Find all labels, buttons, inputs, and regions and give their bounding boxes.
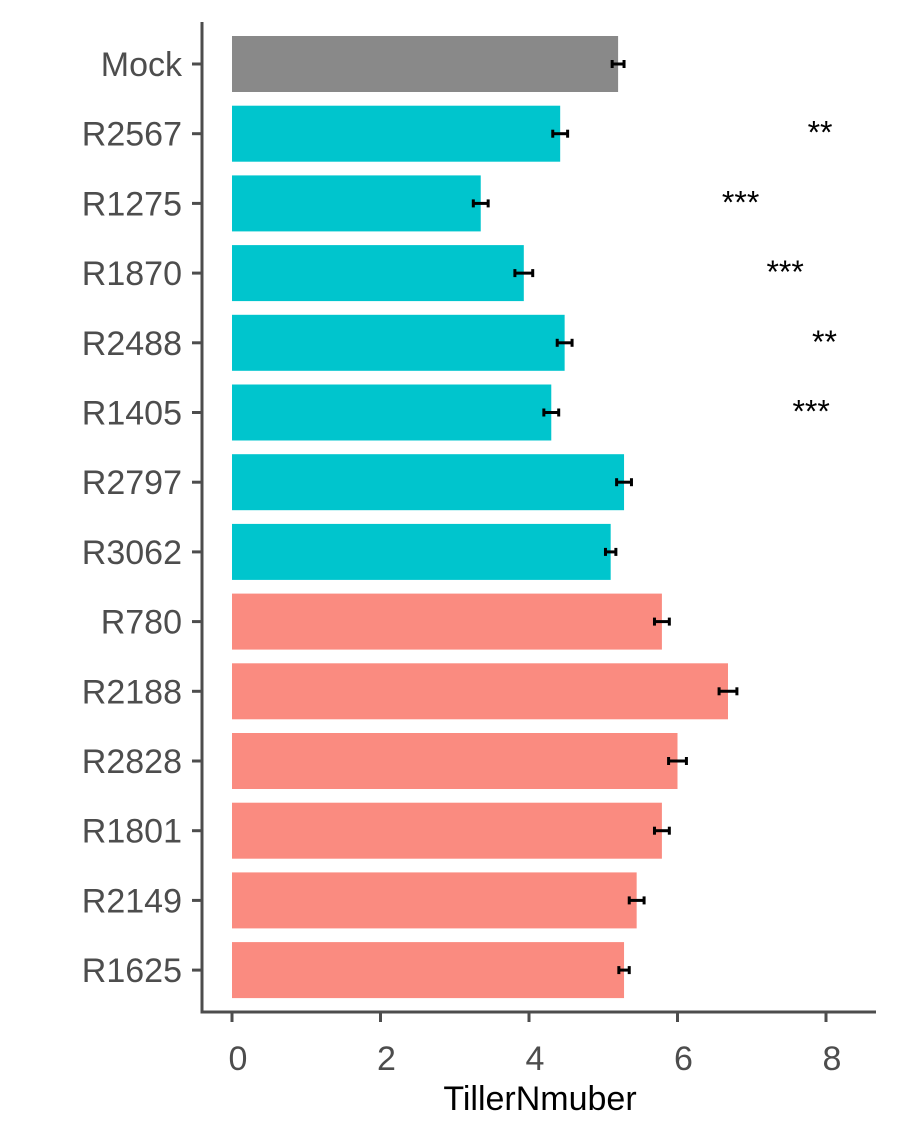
y-tick-label: R1275 [82, 185, 182, 223]
bar [232, 454, 625, 511]
error-bar [542, 408, 561, 417]
y-tick-label: R1870 [82, 255, 182, 293]
y-tick-label: R2188 [82, 673, 182, 711]
bars-layer [232, 36, 728, 999]
significance-label: *** [722, 184, 759, 220]
y-tick-label: R2149 [82, 882, 182, 920]
bar [232, 245, 524, 302]
x-axis-title: TillerNmuber [443, 1080, 636, 1118]
error-bar [513, 269, 535, 278]
x-tick-label: 2 [377, 1040, 396, 1078]
error-bar [652, 826, 671, 835]
bar [232, 384, 552, 441]
error-bar [603, 547, 618, 556]
error-bar [471, 199, 490, 208]
y-tick-label: Mock [101, 46, 183, 84]
error-bar [717, 687, 739, 696]
significance-label: ** [812, 324, 837, 360]
bar [232, 663, 728, 720]
y-tick-label: R2797 [82, 464, 182, 502]
x-tick-label: 4 [526, 1040, 545, 1078]
error-bar [610, 60, 626, 68]
bar [232, 105, 561, 162]
y-tick-label: R1801 [82, 813, 182, 851]
error-bar [667, 757, 688, 765]
y-tick-label: R3062 [82, 534, 182, 572]
significance-label: *** [792, 394, 829, 430]
y-tick-label: R2828 [82, 743, 182, 781]
error-bar [617, 966, 631, 975]
x-axis-tick-labels: 0 2 4 6 8 [229, 1012, 842, 1078]
bar [232, 314, 565, 371]
error-bar [615, 478, 633, 487]
y-tick-label: R2567 [82, 116, 182, 154]
error-bar [551, 129, 570, 138]
error-bar [555, 338, 574, 347]
bar [232, 802, 662, 859]
bar [232, 593, 662, 650]
y-tick-label: R1405 [82, 395, 182, 433]
x-tick-label: 0 [229, 1040, 248, 1078]
bar [232, 175, 481, 232]
error-bars-layer [471, 60, 739, 975]
y-tick-label: R2488 [82, 325, 182, 363]
bar [232, 523, 611, 580]
y-tick-label: R1625 [82, 952, 182, 990]
error-bar [627, 896, 646, 905]
bar [232, 36, 619, 92]
y-tick-label: R780 [101, 604, 182, 642]
significance-layer: ******************** [722, 115, 837, 430]
bar [232, 733, 678, 789]
bar [232, 872, 637, 929]
y-axis-category-labels: Mock R2567 R1275 R1870 R2488 R1405 R2797 R3062 R… [82, 46, 202, 990]
x-tick-label: 6 [674, 1040, 693, 1078]
significance-label: *** [766, 254, 803, 290]
error-bar [652, 617, 671, 626]
significance-label: ** [808, 115, 833, 151]
x-tick-label: 8 [823, 1040, 842, 1078]
bar [232, 942, 625, 999]
